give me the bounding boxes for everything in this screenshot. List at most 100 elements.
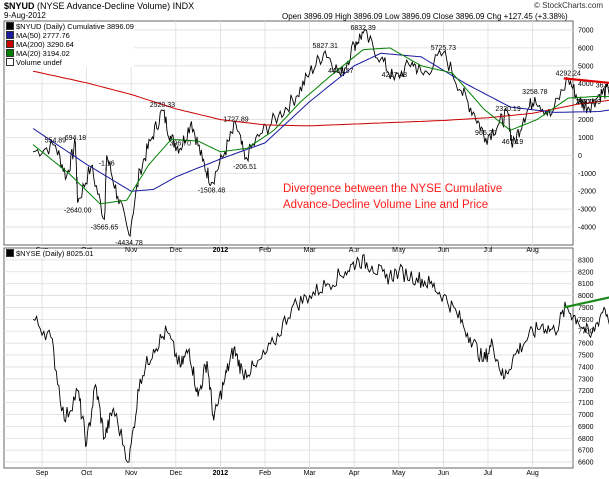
price-annotation: 1727.89 — [223, 116, 248, 123]
exchange: INDX — [172, 1, 195, 11]
legend-text: MA(20) 3194.02 — [16, 49, 70, 58]
price-annotation: -1508.48 — [198, 187, 226, 194]
y-tick-label: 4000 — [578, 81, 594, 88]
x-tick-label: Sep — [36, 470, 49, 477]
price-annotation: 467.19 — [502, 139, 524, 146]
y-tick-label: 7700 — [578, 329, 594, 336]
legend-swatch — [6, 40, 14, 48]
y-tick-label: 7000 — [578, 27, 594, 34]
ohlc-readout: Open 3896.09 High 3896.09 Low 3896.09 Cl… — [282, 12, 568, 22]
price-annotation: 2520.33 — [150, 102, 175, 109]
legend-ma20: MA(20) 3194.02 — [6, 49, 134, 58]
x-tick-label: Oct — [81, 470, 92, 477]
price-annotation: 4292.24 — [556, 70, 581, 77]
price-annotation: -4434.78 — [115, 240, 143, 247]
top-legend: $NYUD (Daily) Cumulative 3896.09 MA(50) … — [6, 22, 134, 67]
price-annotation: 694.18 — [65, 135, 87, 142]
y-tick-label: 0 — [578, 153, 582, 160]
cumulative-ad-line — [33, 28, 609, 237]
ma200-line — [32, 70, 609, 127]
price-annotation: 3258.78 — [522, 89, 547, 96]
y-tick-label: 6600 — [578, 460, 594, 467]
legend-swatch — [6, 249, 14, 257]
high-label: High — [334, 12, 352, 21]
open-value: 3896.09 — [303, 12, 333, 21]
x-tick-label: Dec — [170, 470, 183, 477]
divergence-trendline-ad — [563, 77, 609, 84]
y-tick-label: 6700 — [578, 448, 594, 455]
chart-title: $NYUD (NYSE Advance-Decline Volume) INDX — [4, 1, 194, 11]
y-tick-label: 1000 — [578, 135, 594, 142]
y-tick-label: -4000 — [578, 225, 596, 232]
y-tick-label: 7100 — [578, 400, 594, 407]
price-annotation: -2640.00 — [64, 208, 92, 215]
y-tick-label: 7400 — [578, 364, 594, 371]
price-annotation: 4435.57 — [328, 68, 353, 75]
price-annotation: -206.51 — [233, 164, 257, 171]
x-tick-label: Jun — [438, 470, 449, 477]
legend-swatch — [6, 22, 14, 30]
legend-swatch — [6, 58, 14, 66]
y-tick-label: 8100 — [578, 281, 594, 288]
price-annotation: 396.70 — [170, 140, 192, 147]
callout-line-2: Advance-Decline Volume Line and Price — [283, 199, 489, 211]
y-tick-label: 2000 — [578, 117, 594, 124]
ma20-line — [32, 47, 609, 205]
y-tick-label: 8200 — [578, 269, 594, 276]
close-value: 3896.09 — [455, 12, 485, 21]
change-value: +127.45 (+3.38%) — [503, 12, 568, 21]
legend-ma50: MA(50) 2777.76 — [6, 31, 134, 40]
y-tick-label: 7800 — [578, 317, 594, 324]
divergence-callout: Divergence between the NYSE Cumulative A… — [283, 181, 523, 213]
legend-ma200: MA(200) 3290.64 — [6, 40, 134, 49]
panel-1-frame — [3, 20, 574, 246]
x-tick-label: Mar — [304, 470, 317, 477]
panel-2-frame — [3, 247, 574, 469]
y-tick-label: 6800 — [578, 436, 594, 443]
x-tick-label: Feb — [259, 470, 271, 477]
y-tick-label: 6000 — [578, 45, 594, 52]
ma50-line — [32, 52, 609, 192]
price-annotation: 5827.31 — [313, 43, 338, 50]
x-tick-label: May — [392, 470, 406, 477]
y-tick-label: 7600 — [578, 341, 594, 348]
low-value: 3896.09 — [401, 12, 431, 21]
price-annotation: 965.20 — [475, 130, 497, 137]
chart-date: 9-Aug-2012 — [4, 11, 46, 20]
legend-cumulative: $NYUD (Daily) Cumulative 3896.09 — [6, 22, 134, 31]
y-tick-label: 8000 — [578, 293, 594, 300]
symbol: $NYUD — [4, 1, 35, 11]
index-name: (NYSE Advance-Decline Volume) — [37, 1, 171, 11]
y-tick-label: 6900 — [578, 424, 594, 431]
price-annotation: 2687.59 — [576, 99, 601, 106]
legend-text: $NYUD (Daily) Cumulative 3896.09 — [16, 22, 134, 31]
open-label: Open — [282, 12, 302, 21]
y-tick-label: 7200 — [578, 388, 594, 395]
price-annotation: 3631.30 — [596, 82, 609, 89]
low-label: Low — [384, 12, 400, 21]
x-tick-label: Apr — [349, 470, 361, 477]
legend-text: Volume undef — [16, 58, 62, 67]
x-tick-label: Aug — [526, 470, 539, 477]
y-tick-label: 5000 — [578, 63, 594, 70]
price-annotation: 5725.73 — [431, 45, 456, 52]
divergence-trendline-price — [563, 296, 609, 309]
legend-swatch — [6, 31, 14, 39]
y-tick-label: -2000 — [578, 189, 596, 196]
y-tick-label: -3000 — [578, 207, 596, 214]
legend-swatch — [6, 49, 14, 57]
legend-text: MA(200) 3290.64 — [16, 40, 74, 49]
high-value: 3896.09 — [353, 12, 383, 21]
price-annotation: 4217.48 — [382, 72, 407, 79]
y-tick-label: 7000 — [578, 412, 594, 419]
legend-text: MA(50) 2777.76 — [16, 31, 70, 40]
x-tick-label: Jul — [484, 470, 493, 477]
attribution: © StockCharts.com — [533, 1, 603, 10]
price-annotation: -1.16 — [99, 160, 115, 167]
y-tick-label: 7900 — [578, 305, 594, 312]
close-label: Close — [432, 12, 454, 21]
price-annotation: 2320.19 — [495, 106, 520, 113]
bottom-legend: $NYSE (Daily) 8025.01 — [6, 249, 94, 258]
